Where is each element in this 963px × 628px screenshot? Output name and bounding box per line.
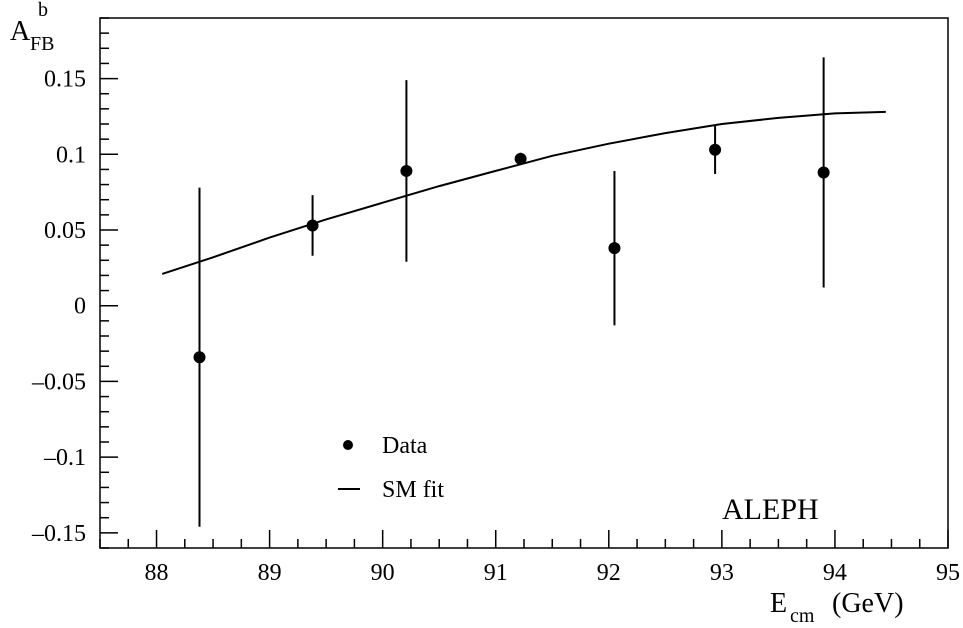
y-axis-title: A	[10, 16, 31, 47]
experiment-label: ALEPH	[722, 493, 819, 526]
x-tick-label: 88	[145, 560, 169, 586]
y-axis-title-sup: b	[38, 0, 48, 21]
legend: Data SM fit	[338, 433, 444, 503]
legend-data-label: Data	[382, 433, 428, 459]
x-tick-label: 93	[710, 560, 734, 586]
x-tick-label: 91	[484, 560, 508, 586]
data-point	[400, 80, 413, 262]
x-tick-label: 89	[258, 560, 282, 586]
y-tick-label: –0.1	[43, 445, 86, 471]
y-tick-label: –0.05	[31, 369, 86, 395]
y-tick-label: –0.15	[31, 521, 86, 547]
data-point	[817, 57, 830, 288]
data-marker	[514, 152, 527, 165]
x-tick-label: 94	[823, 560, 847, 586]
data-marker	[193, 351, 206, 364]
data-marker	[608, 242, 621, 255]
legend-data-marker	[343, 440, 353, 450]
plot-frame	[99, 17, 949, 549]
axis-tick-labels: 88 89 90 91 92 93 94 95 –0.15 –0.1 –0.05 0 0.05 0.1 0.…	[31, 67, 960, 586]
data-marker	[709, 143, 722, 156]
data-point	[193, 187, 206, 527]
x-tick-label: 95	[936, 560, 960, 586]
y-tick-label: 0.15	[44, 67, 86, 93]
data-point	[709, 125, 722, 174]
y-tick-label: 0.05	[44, 218, 86, 244]
data-point	[608, 170, 621, 326]
data-marker	[817, 166, 830, 179]
y-axis-title-sub: FB	[30, 33, 54, 55]
data-marker	[306, 219, 319, 232]
data-marker	[400, 164, 413, 177]
data-point	[514, 152, 527, 165]
data-points	[193, 57, 830, 527]
sm-fit-line	[161, 110, 886, 275]
y-tick-label: 0	[74, 294, 86, 320]
data-point	[306, 195, 319, 256]
x-axis-title-sub: cm	[790, 605, 815, 627]
x-tick-label: 90	[371, 560, 395, 586]
y-tick-label: 0.1	[56, 142, 86, 168]
x-tick-label: 92	[597, 560, 621, 586]
legend-fit-label: SM fit	[382, 477, 444, 503]
x-axis-title-unit: (GeV)	[832, 588, 904, 619]
x-axis-title: E	[770, 588, 787, 619]
axis-ticks	[99, 17, 949, 549]
